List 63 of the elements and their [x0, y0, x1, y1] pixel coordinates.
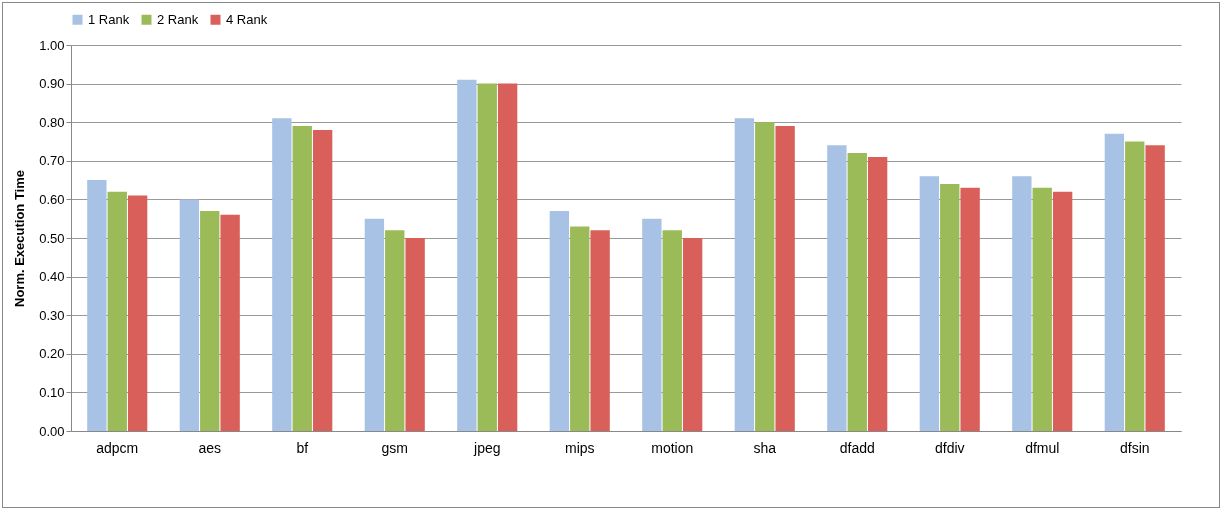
bar	[1032, 187, 1052, 431]
bar	[405, 238, 425, 431]
bar	[87, 180, 107, 431]
bar	[477, 83, 497, 431]
y-axis-title: Norm. Execution Time	[12, 169, 28, 308]
bar	[570, 226, 590, 431]
bar	[1125, 141, 1145, 431]
y-tick-label: 1.00	[39, 37, 65, 53]
bar	[867, 156, 888, 431]
bar	[364, 218, 385, 431]
x-tick-label: dfmul	[1025, 439, 1060, 456]
bar	[220, 214, 240, 431]
bar	[272, 118, 292, 431]
bar	[1104, 133, 1125, 431]
legend-label: 1 Rank	[88, 11, 130, 27]
y-tick-label: 0.70	[39, 153, 65, 169]
y-tick-label: 0.30	[39, 307, 65, 323]
x-tick-label: aes	[198, 439, 222, 456]
bar	[847, 153, 867, 431]
bar	[940, 183, 960, 431]
x-tick-label: dfadd	[839, 439, 875, 456]
x-tick-label: sha	[753, 439, 777, 456]
bar	[1012, 176, 1032, 431]
x-tick-label: mips	[564, 439, 595, 456]
bar	[827, 145, 847, 431]
y-tick-label: 0.50	[39, 230, 65, 246]
bar	[590, 230, 610, 431]
legend-label: 4 Rank	[226, 11, 268, 27]
y-tick-label: 0.00	[39, 423, 65, 439]
y-tick-label: 0.20	[39, 346, 65, 362]
bar	[127, 195, 148, 431]
bar	[179, 199, 200, 431]
bar	[960, 187, 980, 431]
bar	[755, 122, 775, 431]
bar	[549, 210, 570, 431]
x-tick-label: dfdiv	[934, 439, 965, 456]
bar	[734, 118, 755, 431]
y-tick-label: 0.80	[39, 114, 65, 130]
x-tick-label: bf	[296, 439, 309, 456]
bar	[662, 230, 682, 431]
bar	[457, 79, 477, 431]
bar	[200, 210, 220, 431]
bar	[497, 83, 518, 431]
x-tick-label: dfsin	[1119, 439, 1150, 456]
bar	[919, 176, 940, 431]
x-tick-label: jpeg	[473, 439, 501, 456]
x-tick-label: adpcm	[96, 439, 139, 456]
bar	[312, 129, 333, 431]
y-tick-label: 0.60	[39, 191, 65, 207]
bar	[1052, 191, 1073, 431]
bar	[682, 238, 703, 431]
x-tick-label: gsm	[381, 439, 408, 456]
x-tick-label: motion	[651, 439, 694, 456]
bar	[642, 218, 662, 431]
bar	[107, 191, 127, 431]
legend-label: 2 Rank	[157, 11, 199, 27]
y-tick-label: 0.10	[39, 384, 65, 400]
y-tick-label: 0.40	[39, 269, 65, 285]
bar	[385, 230, 405, 431]
bar	[775, 126, 795, 431]
bar	[1145, 145, 1165, 431]
bar	[292, 126, 312, 431]
y-tick-label: 0.90	[39, 76, 65, 92]
